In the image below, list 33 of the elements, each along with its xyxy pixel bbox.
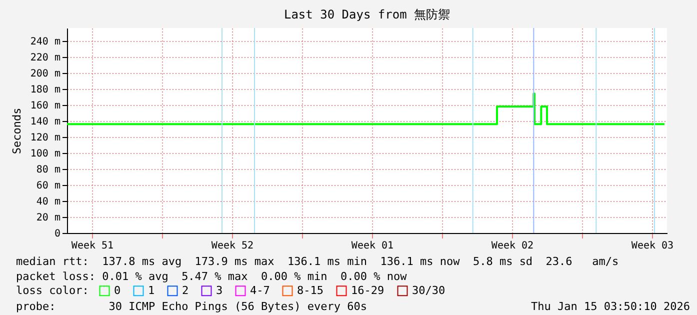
text: Thu Jan 15 03:50:10 2026 <box>531 300 690 313</box>
x-tick-label: Week 03 <box>631 240 674 252</box>
text: probe: 30 ICMP Echo Pings (56 Bytes) every 60s <box>16 300 367 313</box>
y-tick-label: 100 m <box>30 148 60 160</box>
legend-label: 1 <box>148 284 155 297</box>
y-axis-title: Seconds <box>10 108 24 154</box>
legend-title: loss color: <box>16 284 89 297</box>
y-tick-label: 180 m <box>30 84 60 96</box>
chart-title: Last 30 Days from 無防禦 <box>284 8 450 22</box>
x-tick-label: Week 02 <box>491 240 534 252</box>
x-tick-label: Week 01 <box>351 240 394 252</box>
x-tick-label: Week 52 <box>211 240 254 252</box>
y-tick-label: 120 m <box>30 132 60 144</box>
y-tick-label: 80 m <box>36 164 60 176</box>
legend-label: 30/30 <box>412 284 446 297</box>
text: packet loss: 0.01 % avg 5.47 % max 0.00 % min 0.00 % now <box>16 270 408 283</box>
text: median rtt: 137.8 ms avg 173.9 ms max 136.1 ms min 136.1 ms now 5.8 ms sd 23.6 am/s <box>16 255 619 268</box>
y-tick-label: 200 m <box>30 68 60 80</box>
y-tick-label: 240 m <box>30 36 60 48</box>
y-tick-label: 20 m <box>36 212 60 224</box>
y-tick-label: 220 m <box>30 52 60 64</box>
legend-label: 8-15 <box>297 284 324 297</box>
y-tick-label: 0 <box>54 228 60 240</box>
y-tick-label: 40 m <box>36 196 60 208</box>
y-tick-label: 140 m <box>30 116 60 128</box>
legend-label: 0 <box>114 284 121 297</box>
x-tick-label: Week 51 <box>71 240 114 252</box>
y-tick-label: 60 m <box>36 180 60 192</box>
legend-label: 16-29 <box>351 284 384 297</box>
legend-label: 3 <box>216 284 223 297</box>
legend-label: 4-7 <box>250 284 270 297</box>
legend-label: 2 <box>182 284 189 297</box>
y-tick-label: 160 m <box>30 100 60 112</box>
